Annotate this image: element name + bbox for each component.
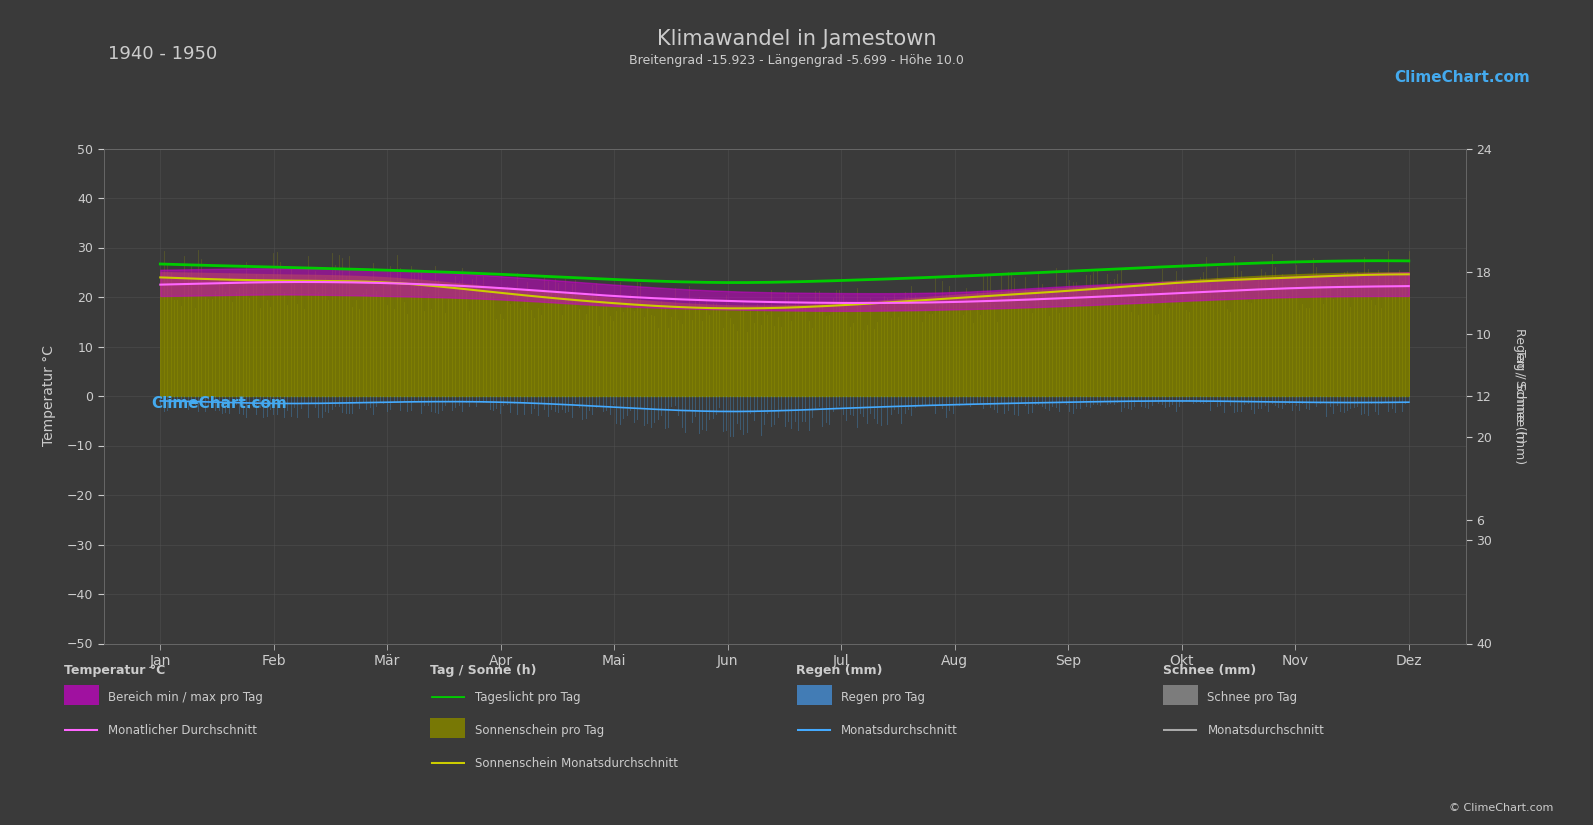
Text: Monatsdurchschnitt: Monatsdurchschnitt [841,724,957,737]
Text: Schnee (mm): Schnee (mm) [1163,664,1257,677]
Text: Schnee pro Tag: Schnee pro Tag [1207,691,1298,704]
Text: Temperatur °C: Temperatur °C [64,664,166,677]
Y-axis label: Tag / Sonne (h): Tag / Sonne (h) [1513,349,1526,443]
Y-axis label: Temperatur °C: Temperatur °C [41,346,56,446]
Text: Klimawandel in Jamestown: Klimawandel in Jamestown [656,29,937,49]
Text: Breitengrad -15.923 - Längengrad -5.699 - Höhe 10.0: Breitengrad -15.923 - Längengrad -5.699 … [629,54,964,67]
Text: Regen pro Tag: Regen pro Tag [841,691,926,704]
Text: Sonnenschein Monatsdurchschnitt: Sonnenschein Monatsdurchschnitt [475,757,677,770]
Text: 1940 - 1950: 1940 - 1950 [108,45,218,64]
Text: Monatsdurchschnitt: Monatsdurchschnitt [1207,724,1324,737]
Text: © ClimeChart.com: © ClimeChart.com [1448,803,1553,813]
Y-axis label: Regen / Schnee (mm): Regen / Schnee (mm) [1513,328,1526,464]
Text: Monatlicher Durchschnitt: Monatlicher Durchschnitt [108,724,258,737]
Text: Tag / Sonne (h): Tag / Sonne (h) [430,664,537,677]
Text: Regen (mm): Regen (mm) [796,664,883,677]
Text: Sonnenschein pro Tag: Sonnenschein pro Tag [475,724,604,737]
Text: ClimeChart.com: ClimeChart.com [1394,70,1529,85]
Text: ClimeChart.com: ClimeChart.com [151,396,287,411]
Text: Bereich min / max pro Tag: Bereich min / max pro Tag [108,691,263,704]
Text: Tageslicht pro Tag: Tageslicht pro Tag [475,691,580,704]
